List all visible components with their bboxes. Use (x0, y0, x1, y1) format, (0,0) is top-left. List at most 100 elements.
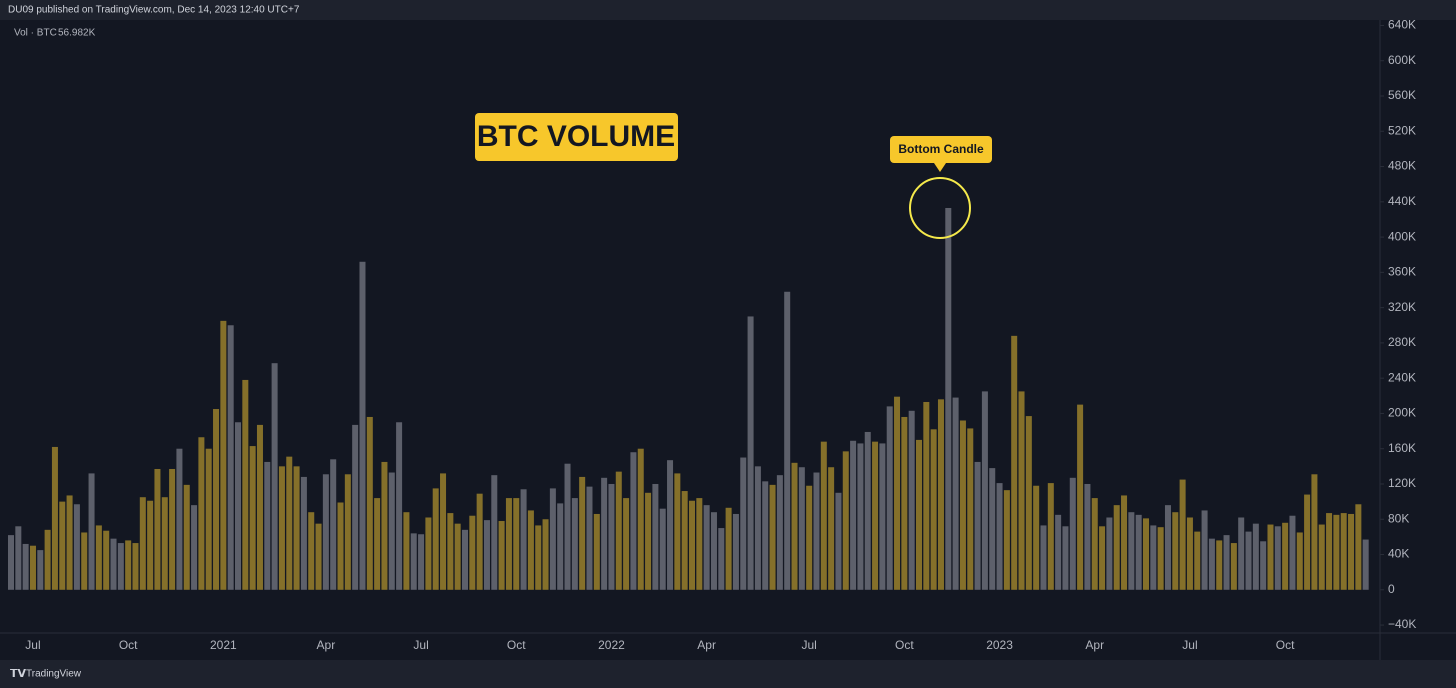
bar (242, 379, 249, 590)
bar (513, 498, 520, 590)
bar (183, 484, 190, 590)
y-tick-label: 120K (1388, 476, 1416, 490)
y-tick-label: 440K (1388, 194, 1416, 208)
bar (615, 471, 622, 590)
bar (549, 488, 556, 590)
bar (1194, 531, 1201, 590)
bar (828, 467, 835, 590)
bar (974, 461, 981, 590)
bar (930, 429, 937, 590)
bar (879, 443, 886, 590)
bar (359, 261, 366, 590)
bar (1157, 527, 1164, 590)
bar (645, 492, 652, 590)
bar (1340, 513, 1347, 590)
bar (725, 507, 732, 590)
bar (1121, 495, 1128, 590)
bar (374, 498, 381, 590)
bar (1018, 391, 1025, 590)
bar (710, 512, 717, 590)
bar (1267, 524, 1274, 590)
bar (813, 472, 820, 590)
bar (1208, 538, 1215, 590)
footer-text: TradingView (26, 669, 82, 680)
bar (952, 397, 959, 590)
callout-pointer (934, 163, 946, 172)
y-tick-label: 80K (1388, 511, 1409, 525)
x-tick-label: Apr (697, 638, 716, 652)
bar (923, 401, 930, 590)
bar (1223, 535, 1230, 590)
bar (945, 207, 952, 590)
bar (191, 505, 198, 590)
bar (593, 513, 600, 590)
x-tick-label: 2022 (598, 638, 625, 652)
bar (88, 473, 95, 590)
chart-title: BTC VOLUME (477, 120, 675, 153)
bar (418, 534, 425, 590)
y-tick-label: 400K (1388, 229, 1416, 243)
bar (1172, 512, 1179, 590)
bar (139, 497, 146, 590)
title-box (475, 113, 678, 161)
bar (315, 523, 322, 590)
bar (689, 500, 696, 590)
bar (1326, 513, 1333, 590)
bar (1128, 512, 1135, 590)
bar (491, 475, 498, 590)
bar (73, 504, 80, 590)
bar (1033, 485, 1040, 590)
bar (1135, 514, 1142, 590)
bar (754, 466, 761, 590)
bar (388, 472, 395, 590)
bar (916, 439, 923, 590)
bar (66, 495, 73, 590)
x-tick-label: Oct (119, 638, 138, 652)
bar (330, 459, 337, 590)
bar (59, 501, 66, 590)
bar (352, 424, 359, 590)
bars (8, 207, 1369, 590)
bar (1186, 517, 1193, 590)
header-text: DU09 published on TradingView.com, Dec 1… (8, 5, 300, 16)
bar (1216, 540, 1223, 590)
bar (1106, 517, 1113, 590)
bar (608, 483, 615, 590)
bar (520, 489, 527, 590)
bar (198, 437, 205, 590)
bar (249, 446, 256, 590)
bar (872, 441, 879, 590)
bar (1282, 522, 1289, 590)
bar (740, 457, 747, 590)
bar (1296, 532, 1303, 590)
bar (996, 483, 1003, 590)
bar (447, 513, 454, 590)
y-tick-label: 160K (1388, 441, 1416, 455)
bar (667, 460, 674, 590)
bar (1047, 483, 1054, 590)
bar (901, 416, 908, 590)
bar (703, 505, 710, 590)
bar (256, 424, 263, 590)
x-tick-label: Oct (895, 638, 914, 652)
bar (623, 498, 630, 590)
bar (557, 503, 564, 590)
bar (1230, 543, 1237, 590)
bar (44, 529, 51, 590)
bar (1040, 525, 1047, 590)
bar (271, 363, 278, 590)
bar (857, 443, 864, 590)
bar (981, 391, 988, 590)
bar (381, 461, 388, 590)
bar (278, 466, 285, 590)
bar (659, 508, 666, 590)
bar (1179, 479, 1186, 590)
bar (1164, 505, 1171, 590)
bar (366, 416, 373, 590)
bar (747, 316, 754, 590)
bar (571, 498, 578, 590)
bar (1252, 523, 1259, 590)
bar (762, 481, 769, 590)
x-tick-label: Jul (25, 638, 40, 652)
footer-logo: 𝗧𝗩 (10, 668, 27, 680)
